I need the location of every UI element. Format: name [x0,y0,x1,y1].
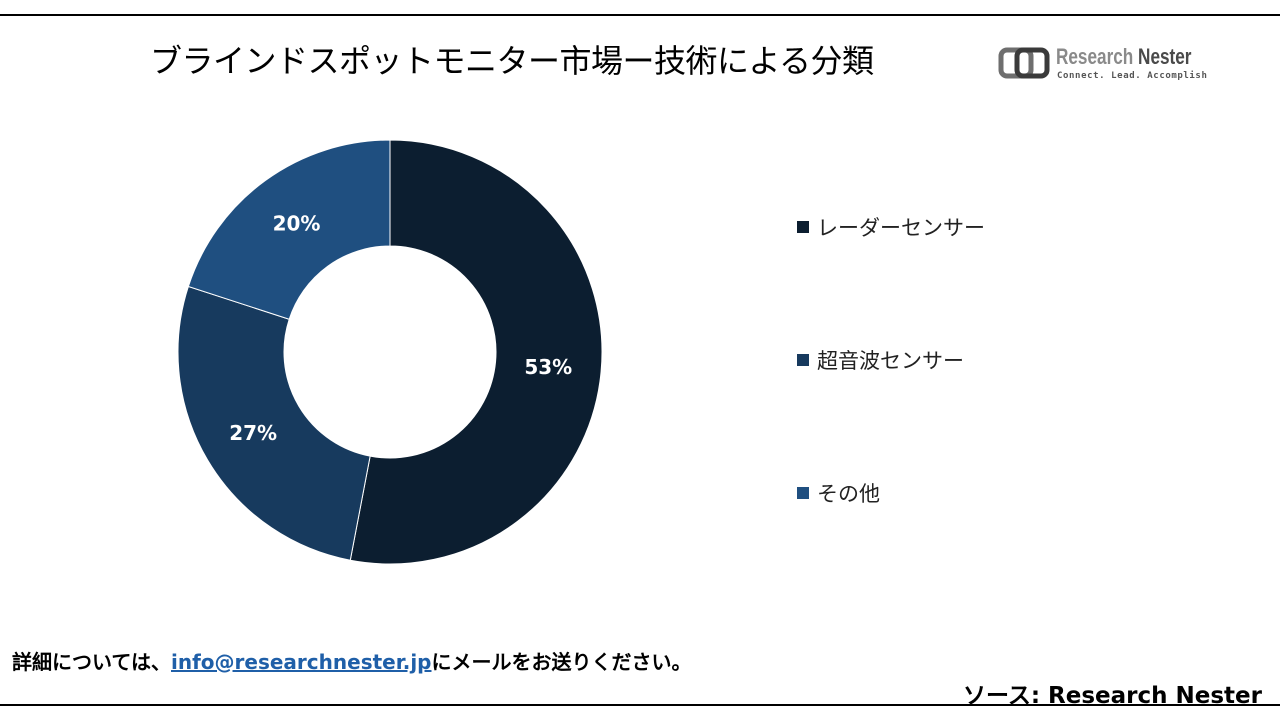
bottom-rule [0,704,1280,706]
slice-label-3: 20% [273,211,321,235]
footer-note: 詳細については、info@researchnester.jpにメールをお送りくだ… [12,646,692,675]
slice-label-1: 53% [524,355,572,379]
legend-swatch [797,221,809,233]
logo-name-research: Research [1056,44,1134,69]
company-logo: Research Nester Connect. Lead. Accomplis… [998,44,1218,88]
logo-name-nester: Nester [1138,44,1192,69]
legend-swatch [797,354,809,366]
donut-slice-1 [349,139,603,565]
email-link[interactable]: info@researchnester.jp [171,650,432,674]
footer-note-after: にメールをお送りください。 [431,650,692,674]
legend-label: その他 [817,482,880,506]
donut-slice-2 [177,285,371,561]
donut-slice-3 [187,139,391,320]
footer-note-before: 詳細については、 [12,650,171,674]
logo-tagline: Connect. Lead. Accomplish [1057,71,1208,81]
top-rule [0,14,1280,16]
research-nester-logo-icon [998,47,1050,79]
logo-name: Research Nester [1056,44,1191,70]
legend-swatch [797,487,809,499]
legend-label: レーダーセンサー [817,216,985,240]
slice-label-2: 27% [229,421,277,445]
page-title: ブラインドスポットモニター市場ー技術による分類 [150,42,874,80]
legend-label: 超音波センサー [817,349,964,373]
